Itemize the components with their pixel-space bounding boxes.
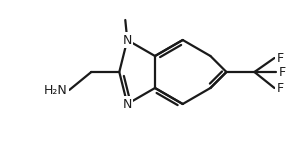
Text: F: F — [276, 51, 284, 64]
Text: F: F — [278, 66, 286, 78]
Text: N: N — [123, 98, 132, 110]
Text: F: F — [276, 81, 284, 95]
Text: H₂N: H₂N — [44, 83, 67, 97]
Text: N: N — [123, 34, 132, 46]
